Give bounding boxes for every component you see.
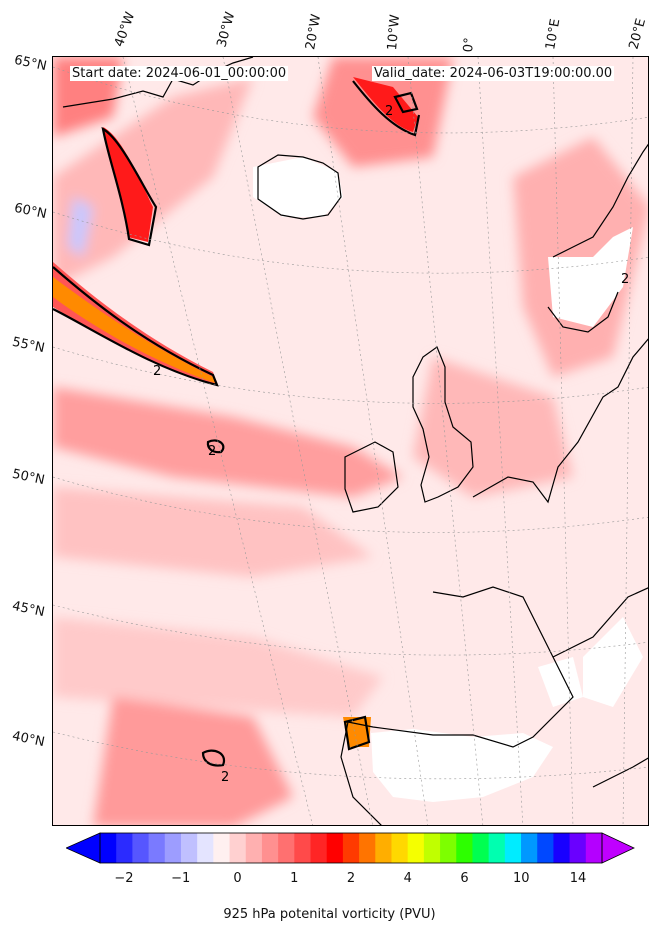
- colorbar-cell: [472, 833, 490, 863]
- colorbar-cell: [342, 833, 360, 863]
- lon-label: 40°W: [111, 10, 139, 49]
- lon-label: 20°E: [626, 16, 650, 51]
- colorbar-label: 925 hPa potenital vorticity (PVU): [223, 907, 436, 922]
- colorbar-under-triangle: [66, 832, 101, 864]
- colorbar-cell: [116, 833, 133, 863]
- colorbar-tick-label: −1: [171, 871, 191, 886]
- colorbar-cell: [261, 833, 279, 863]
- lon-label: 30°W: [214, 10, 239, 49]
- graticule: [53, 57, 648, 825]
- contour-label: 2: [153, 364, 161, 379]
- pv-bands: [53, 77, 418, 747]
- colorbar-cell: [423, 833, 441, 863]
- colorbar: [66, 832, 635, 864]
- colorbar-over-triangle: [601, 832, 635, 864]
- colorbar-tick-label: 4: [403, 871, 412, 886]
- map-panel: 2 2 2 2 2: [52, 56, 649, 826]
- colorbar-cell: [148, 833, 166, 863]
- colorbar-tick-label: −2: [114, 871, 134, 886]
- colorbar-tick-label: 10: [512, 871, 530, 886]
- lat-label: 60°N: [12, 200, 48, 223]
- lon-label: 0°: [461, 36, 478, 53]
- lon-label: 20°W: [303, 13, 325, 52]
- start-date-label: Start date: 2024-06-01_00:00:00: [70, 66, 289, 81]
- contour-label: 2: [221, 770, 229, 785]
- colorbar-cell: [553, 833, 571, 863]
- colorbar-cell: [213, 833, 231, 863]
- colorbar-cell: [391, 833, 409, 863]
- colorbar-cell: [375, 833, 392, 863]
- contour-label: 2: [208, 444, 216, 459]
- colorbar-tick-label: 14: [569, 871, 587, 886]
- lon-label: 10°W: [385, 13, 404, 51]
- colorbar-cell: [132, 833, 150, 863]
- colorbar-cell: [245, 833, 263, 863]
- colorbar-outline: [99, 832, 603, 864]
- colorbar-cell: [326, 833, 344, 863]
- colorbar-cells: [100, 833, 603, 863]
- lat-label: 50°N: [10, 466, 46, 489]
- colorbar-cell: [229, 833, 247, 863]
- colorbar-tick-label: 6: [460, 871, 469, 886]
- colorbar-cell: [100, 833, 117, 863]
- colorbar-cell: [537, 833, 554, 863]
- colorbar-cell: [164, 833, 182, 863]
- colorbar-cell: [440, 833, 457, 863]
- colorbar-cell: [294, 833, 312, 863]
- colorbar-tick-label: 2: [346, 871, 356, 886]
- pv-contours: [53, 80, 421, 767]
- colorbar-cell: [456, 833, 473, 863]
- colorbar-cell: [197, 833, 214, 863]
- colorbar-cell: [488, 833, 506, 863]
- contour-label: 2: [385, 104, 393, 119]
- colorbar-cell: [359, 833, 376, 863]
- colorbar-tick-label: 1: [290, 871, 299, 886]
- pv-field-map: 2 2 2 2 2: [53, 57, 648, 825]
- colorbar-cell: [585, 833, 603, 863]
- colorbar-cell: [504, 833, 522, 863]
- colorbar-cell: [310, 833, 328, 863]
- lat-label: 40°N: [10, 728, 46, 751]
- colorbar-cell: [407, 833, 425, 863]
- colorbar-cell: [569, 833, 587, 863]
- colorbar-cell: [278, 833, 295, 863]
- contour-label: 2: [621, 272, 629, 287]
- colorbar-tick-label: 0: [233, 871, 242, 886]
- lat-label: 55°N: [10, 334, 46, 357]
- pv-shading: [53, 57, 648, 825]
- lat-label: 65°N: [12, 52, 48, 75]
- colorbar-cell: [521, 833, 538, 863]
- lon-label: 10°E: [543, 17, 564, 52]
- lat-label: 45°N: [10, 598, 46, 621]
- colorbar-cell: [180, 833, 198, 863]
- valid-date-label: Valid_date: 2024-06-03T19:00:00.00: [372, 66, 615, 81]
